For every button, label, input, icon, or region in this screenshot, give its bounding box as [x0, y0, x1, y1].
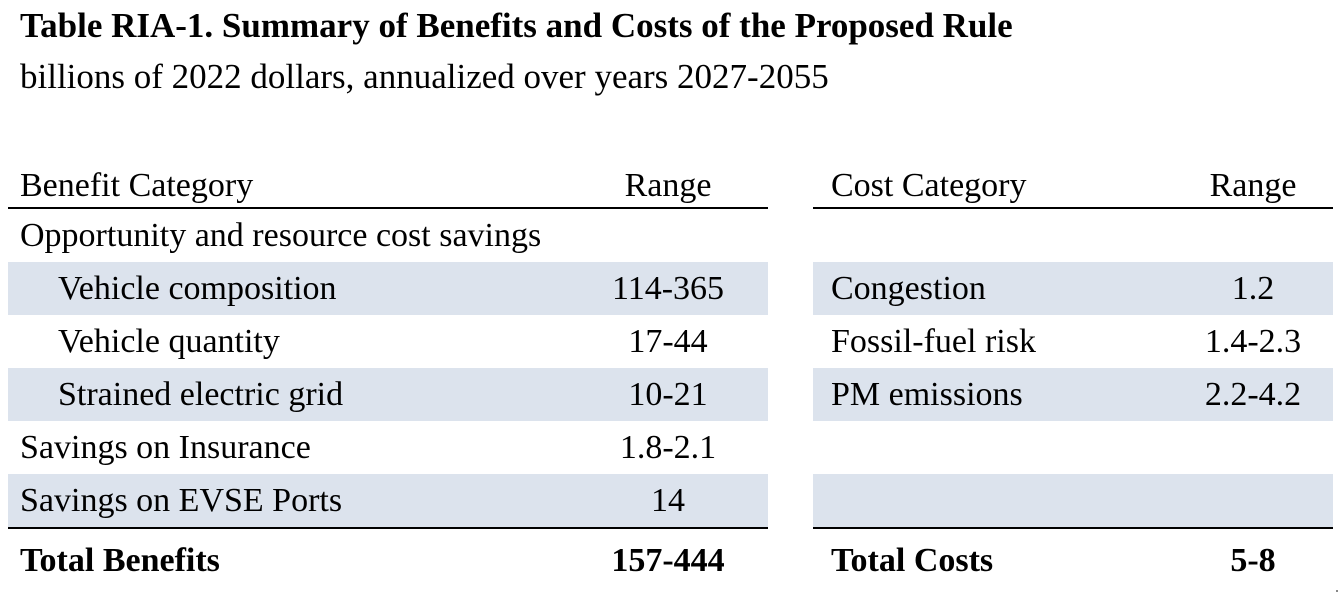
benefit-category: Vehicle quantity	[58, 323, 280, 360]
table-row	[813, 209, 1333, 262]
benefits-header-row: Benefit Category Range	[8, 160, 768, 209]
cost-range: 1.4-2.3	[1204, 323, 1302, 360]
total-benefits-value: 157-444	[611, 542, 725, 579]
benefit-range: 114-365	[611, 270, 725, 307]
table-title: Table RIA-1. Summary of Benefits and Cos…	[20, 6, 1013, 45]
cost-range: 1.2	[1231, 270, 1275, 307]
table-row: Congestion 1.2	[813, 262, 1333, 315]
cost-category: PM emissions	[831, 376, 1023, 413]
benefit-range-header: Range	[624, 167, 712, 204]
benefit-range: 1.8-2.1	[619, 429, 717, 466]
benefit-range: 10-21	[628, 376, 708, 413]
cost-range: 2.2-4.2	[1204, 376, 1302, 413]
corner-mark	[1336, 590, 1338, 592]
table-row: Vehicle composition 114-365	[8, 262, 768, 315]
table-row: Opportunity and resource cost savings	[8, 209, 768, 262]
cost-category: Congestion	[831, 270, 986, 307]
benefit-range: 17-44	[628, 323, 708, 360]
table-row	[813, 474, 1333, 527]
benefit-category: Savings on Insurance	[20, 429, 311, 466]
table-row: Strained electric grid 10-21	[8, 368, 768, 421]
total-costs-value: 5-8	[1230, 542, 1276, 579]
benefit-category: Savings on EVSE Ports	[20, 482, 343, 519]
total-benefits-label: Total Benefits	[20, 542, 220, 579]
table-row: Fossil-fuel risk 1.4-2.3	[813, 315, 1333, 368]
cost-range-header: Range	[1209, 167, 1297, 204]
benefits-table: Benefit Category Range Opportunity and r…	[8, 160, 768, 591]
cost-category: Fossil-fuel risk	[831, 323, 1036, 360]
benefit-category-header: Benefit Category	[20, 167, 254, 204]
costs-table: Cost Category Range Congestion 1.2 Fossi…	[813, 160, 1333, 591]
total-costs-label: Total Costs	[831, 542, 994, 579]
benefit-category: Opportunity and resource cost savings	[20, 217, 542, 254]
table-row: Savings on Insurance 1.8-2.1	[8, 421, 768, 474]
table-row: Vehicle quantity 17-44	[8, 315, 768, 368]
benefits-total-row: Total Benefits 157-444	[8, 527, 768, 591]
table-row: Savings on EVSE Ports 14	[8, 474, 768, 527]
benefit-category: Strained electric grid	[58, 376, 344, 413]
table-row: PM emissions 2.2-4.2	[813, 368, 1333, 421]
benefit-range: 14	[651, 482, 685, 519]
costs-header-row: Cost Category Range	[813, 160, 1333, 209]
table-row	[813, 421, 1333, 474]
benefit-category: Vehicle composition	[58, 270, 337, 307]
costs-total-row: Total Costs 5-8	[813, 527, 1333, 591]
table-subtitle: billions of 2022 dollars, annualized ove…	[20, 57, 829, 96]
cost-category-header: Cost Category	[831, 167, 1027, 204]
